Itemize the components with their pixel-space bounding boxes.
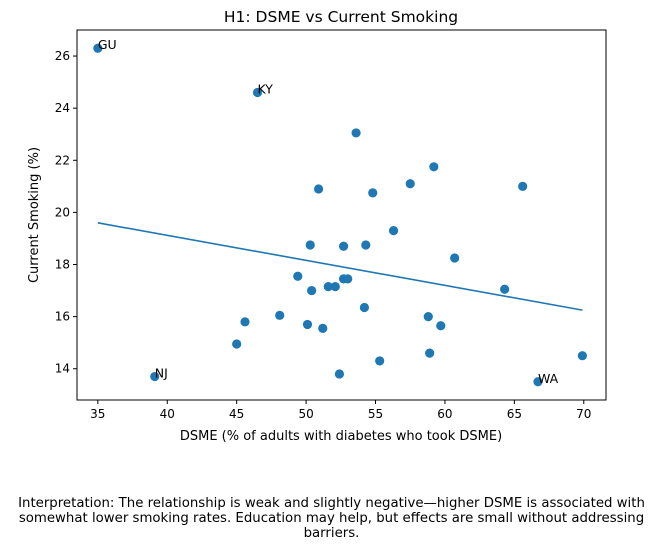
- y-axis-label: Current Smoking (%): [27, 147, 42, 283]
- x-tick-label: 65: [507, 407, 522, 421]
- y-tick-label: 24: [55, 101, 70, 115]
- y-tick-label: 26: [55, 49, 70, 63]
- data-point: [93, 43, 103, 53]
- data-point: [150, 371, 160, 382]
- data-point: [305, 240, 315, 250]
- data-point: [293, 271, 303, 281]
- data-point: [388, 226, 399, 236]
- fit-line: [97, 222, 583, 311]
- data-point: [361, 240, 371, 250]
- interpretation-text: Interpretation: The relationship is weak…: [18, 496, 645, 541]
- point-label: NJ: [155, 366, 168, 381]
- data-point: [323, 282, 333, 292]
- x-axis-label: DSME (% of adults with diabetes who took…: [180, 429, 502, 444]
- x-tick-label: 40: [160, 407, 175, 421]
- chart-title: H1: DSME vs Current Smoking: [224, 8, 458, 26]
- x-tick-label: 60: [437, 407, 452, 421]
- x-tick-label: 50: [298, 407, 313, 421]
- data-point: [330, 282, 340, 292]
- data-point: [338, 241, 349, 251]
- data-point: [334, 369, 345, 379]
- data-point: [307, 285, 317, 296]
- data-point: [343, 274, 353, 284]
- data-point: [368, 188, 378, 198]
- data-point: [518, 181, 528, 191]
- data-point: [423, 312, 433, 322]
- data-point: [436, 321, 446, 331]
- point-label: KY: [257, 82, 273, 97]
- point-label: WA: [538, 371, 559, 386]
- data-point: [533, 377, 543, 387]
- y-tick-label: 18: [55, 258, 70, 272]
- y-tick-label: 14: [55, 362, 70, 376]
- data-point: [405, 179, 415, 189]
- data-point: [359, 302, 370, 313]
- y-tick-label: 16: [55, 310, 70, 324]
- scatter-chart: H1: DSME vs Current Smoking 35 40 45 50 55 60…: [27, 8, 607, 444]
- data-point: [425, 348, 435, 358]
- plot-frame: [76, 29, 607, 401]
- data-point: [313, 184, 324, 194]
- data-point: [351, 128, 361, 138]
- x-tick-label: 45: [229, 407, 244, 421]
- data-point: [450, 253, 460, 263]
- data-point: [240, 317, 250, 327]
- x-tick-label: 35: [90, 407, 105, 421]
- x-tick-label: 70: [576, 407, 591, 421]
- data-point: [375, 356, 385, 366]
- point-label: GU: [98, 37, 117, 52]
- data-point: [232, 339, 242, 349]
- y-tick-label: 22: [55, 153, 70, 167]
- data-point: [275, 310, 285, 320]
- data-point: [252, 87, 263, 98]
- data-point: [429, 162, 439, 172]
- data-point: [577, 351, 587, 361]
- y-tick-label: 20: [55, 205, 70, 219]
- x-tick-label: 55: [368, 407, 383, 421]
- data-point: [318, 323, 328, 333]
- data-point: [302, 319, 313, 330]
- data-point: [500, 284, 510, 294]
